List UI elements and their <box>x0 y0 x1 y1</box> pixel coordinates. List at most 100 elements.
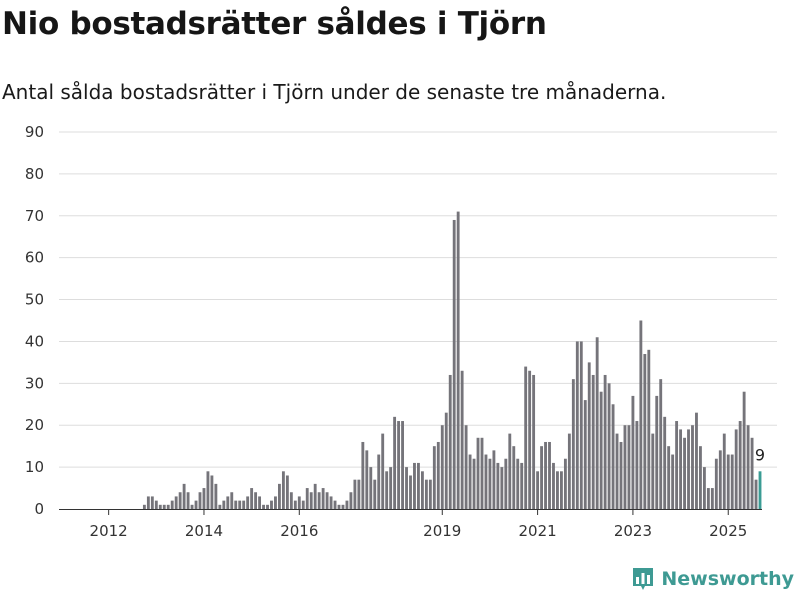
bar-series <box>142 211 762 509</box>
bar <box>659 379 663 509</box>
brand-name: Newsworthy <box>661 568 794 590</box>
bar <box>393 416 397 509</box>
bar <box>516 458 520 509</box>
x-axis: 2012 2014 2016 2019 2021 2023 2025 <box>59 509 762 540</box>
bar <box>738 421 742 509</box>
bar <box>575 341 579 509</box>
bar <box>170 500 174 509</box>
bar <box>563 458 567 509</box>
bar <box>623 425 627 509</box>
bar <box>222 500 226 509</box>
bar <box>722 433 726 509</box>
bar <box>329 496 333 509</box>
bar <box>365 450 369 509</box>
bar <box>683 437 686 509</box>
bar <box>297 496 301 509</box>
y-tick-label: 60 <box>25 249 44 267</box>
y-tick-label: 50 <box>25 291 44 309</box>
bar <box>293 500 297 509</box>
bar <box>552 462 555 509</box>
bar <box>341 504 345 509</box>
bar <box>174 496 178 509</box>
bar <box>289 492 293 509</box>
bar <box>373 479 377 509</box>
bar <box>305 488 309 509</box>
bar <box>631 395 635 509</box>
bar <box>194 500 198 509</box>
bar <box>695 412 698 509</box>
bar <box>655 395 659 509</box>
bar <box>369 467 373 509</box>
bar <box>186 492 190 509</box>
x-tick-label: 2016 <box>280 522 318 540</box>
bar <box>520 462 524 509</box>
bar <box>456 211 460 509</box>
bar <box>734 429 738 509</box>
bar <box>730 454 734 509</box>
bar <box>325 492 329 509</box>
x-tick-label: 2023 <box>614 522 652 540</box>
y-tick-label: 0 <box>34 500 44 518</box>
bar <box>595 337 599 509</box>
bar <box>397 421 401 509</box>
bar <box>278 483 281 509</box>
bar <box>146 496 150 509</box>
bar <box>480 437 484 509</box>
bar <box>381 433 385 509</box>
bar <box>591 374 595 509</box>
bar <box>440 425 444 509</box>
bar <box>603 374 607 509</box>
bar <box>210 475 214 509</box>
bar <box>333 500 337 509</box>
bar <box>361 441 365 509</box>
bar <box>524 366 528 509</box>
bar <box>448 374 452 509</box>
bar <box>627 425 631 509</box>
bar <box>643 354 647 509</box>
bar <box>639 320 643 509</box>
bar <box>409 475 412 509</box>
bar <box>345 500 349 509</box>
bar <box>258 496 261 509</box>
bar <box>234 500 238 509</box>
bar <box>663 416 667 509</box>
bar <box>687 429 690 509</box>
y-tick-label: 70 <box>25 207 44 225</box>
x-tick-label: 2025 <box>709 522 747 540</box>
bar <box>548 441 551 509</box>
bar <box>154 500 158 509</box>
bar <box>262 504 265 509</box>
bar <box>202 488 206 509</box>
bar <box>385 471 389 509</box>
bar <box>377 454 381 509</box>
bar <box>488 458 492 509</box>
bar <box>417 462 420 509</box>
bar <box>476 437 480 509</box>
bar <box>432 446 436 509</box>
bar <box>560 471 563 509</box>
bar <box>742 391 746 509</box>
bar <box>424 479 428 509</box>
bar <box>321 488 325 509</box>
y-tick-label: 40 <box>25 332 44 350</box>
bar <box>214 483 218 509</box>
bar <box>500 467 504 509</box>
bar <box>317 492 321 509</box>
bar <box>357 479 361 509</box>
bar <box>508 433 512 509</box>
bar <box>579 341 583 509</box>
bar <box>619 441 623 509</box>
bar <box>158 504 162 509</box>
bar <box>190 504 194 509</box>
bar <box>444 412 448 509</box>
bar <box>238 500 242 509</box>
bar <box>726 454 730 509</box>
y-tick-label: 20 <box>25 416 44 434</box>
bar <box>313 483 317 509</box>
bar <box>583 400 587 509</box>
y-tick-label: 30 <box>25 374 44 392</box>
y-tick-label: 80 <box>25 165 44 183</box>
bar <box>349 492 353 509</box>
bar <box>472 458 476 509</box>
